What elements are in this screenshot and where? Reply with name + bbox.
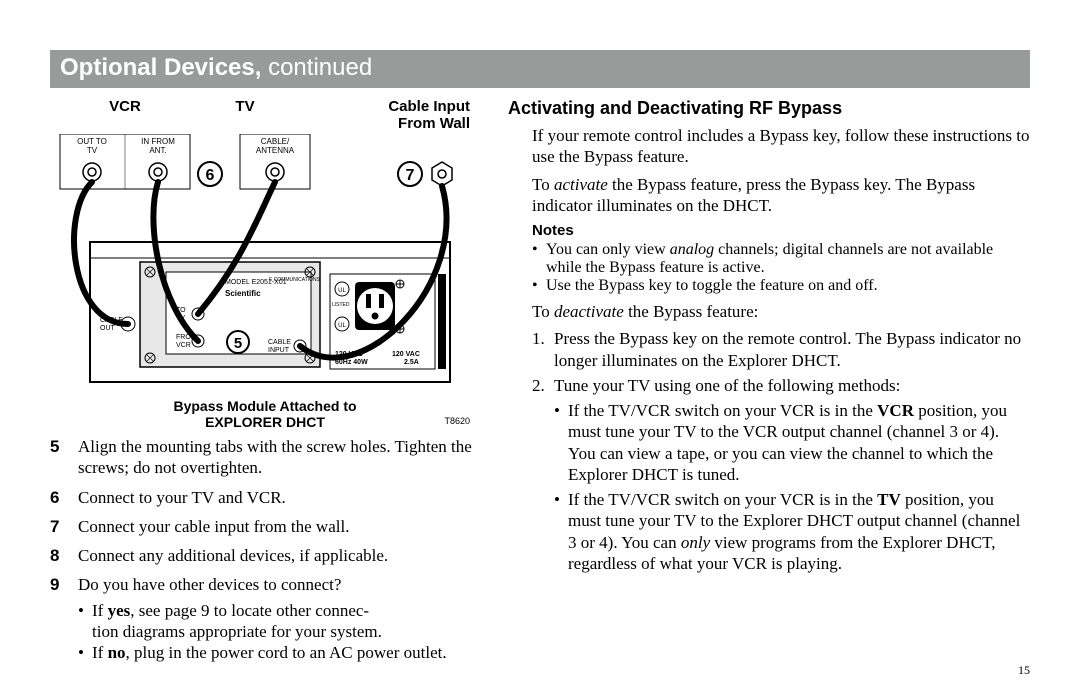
step-number: 7 bbox=[50, 516, 78, 537]
step-body: Connect your cable input from the wall. bbox=[78, 516, 480, 537]
section-banner: Optional Devices, continued bbox=[50, 50, 1030, 88]
notes-label: Notes bbox=[532, 222, 1030, 239]
svg-text:CABLE: CABLE bbox=[268, 339, 291, 346]
banner-bold: Optional Devices, bbox=[60, 54, 261, 81]
note-item: •Use the Bypass key to toggle the featur… bbox=[532, 277, 1030, 295]
diagram-svg: OUT TO TV IN FROM ANT. CABLE/ ANTENNA bbox=[50, 134, 470, 394]
svg-text:TV: TV bbox=[87, 146, 98, 155]
step-sub: •If yes, see page 9 to locate other conn… bbox=[78, 600, 480, 643]
left-column: VCR TV Cable InputFrom Wall OUT TO TV IN… bbox=[50, 98, 480, 671]
svg-text:Scientific: Scientific bbox=[225, 289, 261, 298]
step-number: 8 bbox=[50, 545, 78, 566]
svg-text:E COMMUNICATIONS: E COMMUNICATIONS bbox=[269, 277, 321, 283]
svg-text:5: 5 bbox=[234, 335, 242, 352]
right-p1: If your remote control includes a Bypass… bbox=[532, 125, 1030, 168]
banner-rest: continued bbox=[261, 54, 372, 81]
svg-text:ANTENNA: ANTENNA bbox=[256, 146, 295, 155]
svg-text:120 VAC: 120 VAC bbox=[392, 351, 420, 358]
inner-bullet: •If the TV/VCR switch on your VCR is in … bbox=[554, 400, 1030, 485]
svg-text:6: 6 bbox=[206, 167, 215, 184]
step: 8Connect any additional devices, if appl… bbox=[50, 545, 480, 566]
svg-text:OUT TO: OUT TO bbox=[77, 137, 107, 146]
label-cable: Cable InputFrom Wall bbox=[300, 98, 470, 132]
step: 7Connect your cable input from the wall. bbox=[50, 516, 480, 537]
right-p2: To activate the Bypass feature, press th… bbox=[532, 174, 1030, 217]
svg-text:2.5A: 2.5A bbox=[404, 359, 419, 366]
label-tv: TV bbox=[190, 98, 300, 132]
step-body: Connect any additional devices, if appli… bbox=[78, 545, 480, 566]
svg-text:UL: UL bbox=[338, 288, 346, 294]
label-vcr: VCR bbox=[60, 98, 190, 132]
notes-list: •You can only view analog channels; digi… bbox=[532, 241, 1030, 295]
svg-text:7: 7 bbox=[406, 167, 415, 184]
right-p3: To deactivate the Bypass feature: bbox=[532, 301, 1030, 322]
steps-list: 5Align the mounting tabs with the screw … bbox=[50, 436, 480, 663]
inner-bullet: •If the TV/VCR switch on your VCR is in … bbox=[554, 489, 1030, 574]
step: 9Do you have other devices to connect?•I… bbox=[50, 574, 480, 663]
svg-text:LISTED: LISTED bbox=[332, 302, 350, 308]
svg-text:ANT.: ANT. bbox=[149, 146, 166, 155]
step-sub: •If no, plug in the power cord to an AC … bbox=[78, 642, 480, 663]
svg-text:IN FROM: IN FROM bbox=[141, 137, 175, 146]
svg-text:CABLE/: CABLE/ bbox=[261, 137, 290, 146]
numlist-item: 1.Press the Bypass key on the remote con… bbox=[532, 328, 1030, 371]
svg-text:UL: UL bbox=[338, 323, 346, 329]
svg-text:VCR: VCR bbox=[176, 342, 191, 349]
page-number: 15 bbox=[1018, 663, 1030, 678]
step: 5Align the mounting tabs with the screw … bbox=[50, 436, 480, 479]
right-heading: Activating and Deactivating RF Bypass bbox=[508, 98, 1030, 119]
numlist-item: 2.Tune your TV using one of the followin… bbox=[532, 375, 1030, 578]
svg-text:INPUT: INPUT bbox=[268, 347, 290, 354]
step-number: 6 bbox=[50, 487, 78, 508]
step-body: Connect to your TV and VCR. bbox=[78, 487, 480, 508]
wiring-diagram: VCR TV Cable InputFrom Wall OUT TO TV IN… bbox=[50, 98, 480, 426]
step-body: Do you have other devices to connect?•If… bbox=[78, 574, 480, 663]
step-number: 5 bbox=[50, 436, 78, 479]
step-body: Align the mounting tabs with the screw h… bbox=[78, 436, 480, 479]
numbered-list: 1.Press the Bypass key on the remote con… bbox=[532, 328, 1030, 578]
step: 6Connect to your TV and VCR. bbox=[50, 487, 480, 508]
svg-text:OUT: OUT bbox=[100, 325, 116, 332]
right-column: Activating and Deactivating RF Bypass If… bbox=[508, 98, 1030, 671]
svg-text:CAUTION: CAUTION bbox=[464, 321, 470, 348]
step-number: 9 bbox=[50, 574, 78, 663]
note-item: •You can only view analog channels; digi… bbox=[532, 241, 1030, 277]
